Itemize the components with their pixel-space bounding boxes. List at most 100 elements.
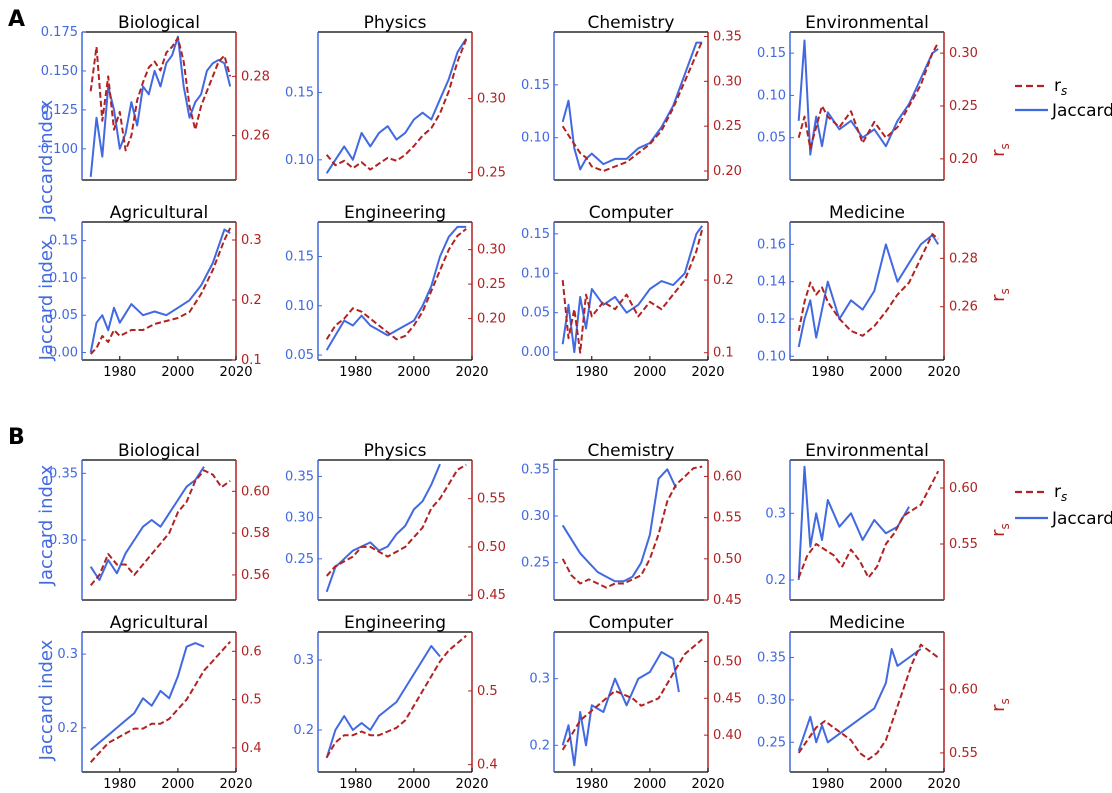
subplot-a-physics: Physics 0.10 0.15 0.25 0.30: [285, 13, 506, 181]
series-line-rs: [325, 39, 468, 171]
left-tick-label: 0.15: [285, 250, 314, 265]
series-line-jaccard: [90, 642, 205, 751]
x-tick-label: 1980: [339, 365, 372, 380]
right-tick-label: 0.50: [713, 654, 742, 669]
series-line-rs: [561, 465, 703, 589]
right-tick-label: 0.30: [949, 46, 978, 61]
left-tick-label: 0.10: [521, 131, 550, 146]
left-tick-label: 0.05: [285, 348, 314, 363]
right-tick-label: 0.60: [713, 469, 742, 484]
series-line-jaccard: [325, 225, 467, 351]
left-tick-label: 0.35: [285, 469, 314, 484]
series-line-rs: [325, 228, 467, 341]
left-tick-label: 0.12: [757, 312, 786, 327]
left-tick-label: 0.15: [757, 46, 786, 61]
right-tick-label: 0.55: [949, 746, 978, 761]
left-tick-label: 0.10: [521, 266, 550, 281]
legend-rs-label: rs: [1054, 76, 1067, 98]
left-tick-label: 0.00: [49, 346, 78, 361]
left-tick-label: 0.30: [285, 511, 314, 526]
left-tick-label: 0.25: [285, 552, 314, 567]
right-tick-label: 0.1: [241, 353, 262, 368]
legend-jaccard-label: Jaccard: [1051, 509, 1112, 529]
left-tick-label: 0.05: [521, 306, 550, 321]
right-tick-label: 0.4: [477, 758, 498, 773]
subplot-title: Biological: [118, 441, 200, 461]
series-line-rs: [561, 40, 704, 172]
subplot-title: Environmental: [805, 13, 929, 33]
right-ylabel-a-row2: rs: [988, 288, 1012, 302]
x-tick-label: 2000: [633, 777, 666, 792]
right-tick-label: 0.1: [713, 346, 734, 361]
subplot-b-biological: Biological 0.30 0.35 0.56 0.58 0.60: [49, 441, 270, 601]
left-tick-label: 0.35: [757, 650, 786, 665]
subplot-title: Physics: [364, 441, 427, 461]
left-tick-label: 0.05: [757, 131, 786, 146]
left-ylabel-a-row2: Jaccard index: [36, 239, 57, 361]
series-line-rs: [89, 641, 231, 763]
series-line-jaccard: [797, 465, 910, 581]
subplot-b-environmental: Environmental 0.2 0.3 0.55 0.60: [765, 441, 978, 601]
left-tick-label: 0.2: [57, 721, 78, 736]
right-ylabel-b-row1: rs: [988, 523, 1012, 537]
right-tick-label: 0.45: [477, 588, 506, 603]
right-tick-label: 0.50: [477, 540, 506, 555]
right-tick-label: 0.50: [713, 552, 742, 567]
subplot-title: Agricultural: [110, 203, 209, 223]
series-line-jaccard: [561, 468, 677, 583]
left-tick-label: 0.30: [521, 509, 550, 524]
subplot-title: Physics: [364, 13, 427, 33]
x-tick-label: 1980: [811, 777, 844, 792]
subplot-b-computer: Computer 0.2 0.3 0.40 0.45 0.50 1980 2000 2020: [529, 613, 742, 792]
right-tick-label: 0.20: [949, 152, 978, 167]
left-tick-label: 0.125: [41, 103, 78, 118]
left-tick-label: 0.05: [49, 308, 78, 323]
left-tick-label: 0.3: [765, 506, 786, 521]
series-line-rs: [89, 227, 232, 355]
right-tick-label: 0.25: [477, 277, 506, 292]
x-tick-label: 2020: [927, 777, 960, 792]
left-tick-label: 0.2: [529, 738, 550, 753]
series-line-rs: [561, 229, 704, 354]
right-tick-label: 0.26: [949, 300, 978, 315]
subplot-title: Engineering: [344, 613, 446, 633]
x-tick-label: 2000: [397, 777, 430, 792]
series-line-jaccard: [325, 38, 468, 174]
right-tick-label: 0.5: [241, 693, 262, 708]
left-tick-label: 0.3: [57, 647, 78, 662]
right-tick-label: 0.25: [713, 119, 742, 134]
subplot-title: Chemistry: [588, 13, 675, 33]
left-tick-label: 0.10: [757, 88, 786, 103]
left-tick-label: 0.15: [49, 234, 78, 249]
right-tick-label: 0.28: [949, 251, 978, 266]
series-line-jaccard: [325, 463, 441, 593]
svg-text:rs: rs: [988, 698, 1012, 712]
left-tick-label: 0.3: [529, 672, 550, 687]
series-line-rs: [89, 469, 231, 587]
subplot-a-agricultural: Agricultural 0.00 0.05 0.10 0.15 0.1 0.2 0.3 198…: [49, 203, 262, 380]
right-tick-label: 0.56: [241, 568, 270, 583]
left-tick-label: 0.25: [757, 735, 786, 750]
series-line-jaccard: [89, 228, 231, 353]
right-tick-label: 0.30: [477, 92, 506, 107]
x-tick-label: 2020: [691, 777, 724, 792]
left-tick-label: 0.15: [285, 86, 314, 101]
subplot-a-medicine: Medicine 0.10 0.12 0.14 0.16 0.26 0.28 1980 2000…: [757, 203, 978, 380]
series-line-rs: [797, 470, 940, 579]
right-tick-label: 0.60: [949, 682, 978, 697]
right-tick-label: 0.26: [241, 129, 270, 144]
subplot-a-engineering: Engineering 0.05 0.10 0.15 0.20 0.25 0.30 1980 2…: [285, 203, 506, 380]
series-line-jaccard: [797, 39, 939, 156]
legend-b: rs Jaccard: [1015, 482, 1112, 529]
subplot-b-agricultural: Agricultural 0.2 0.3 0.4 0.5 0.6 1980 2000 2020: [57, 613, 261, 792]
x-tick-label: 2020: [691, 365, 724, 380]
subplots: Biological 0.100 0.125 0.150 0.175 0.26 0.28 Ph…: [41, 13, 978, 792]
x-tick-label: 2000: [633, 365, 666, 380]
left-tick-label: 0.100: [41, 142, 78, 157]
right-tick-label: 0.2: [713, 273, 734, 288]
subplot-title: Agricultural: [110, 613, 209, 633]
left-tick-label: 0.30: [49, 533, 78, 548]
left-tick-label: 0.2: [765, 573, 786, 588]
figure-decorations: A B Jaccard index Jaccard index Jaccard …: [8, 7, 1112, 761]
